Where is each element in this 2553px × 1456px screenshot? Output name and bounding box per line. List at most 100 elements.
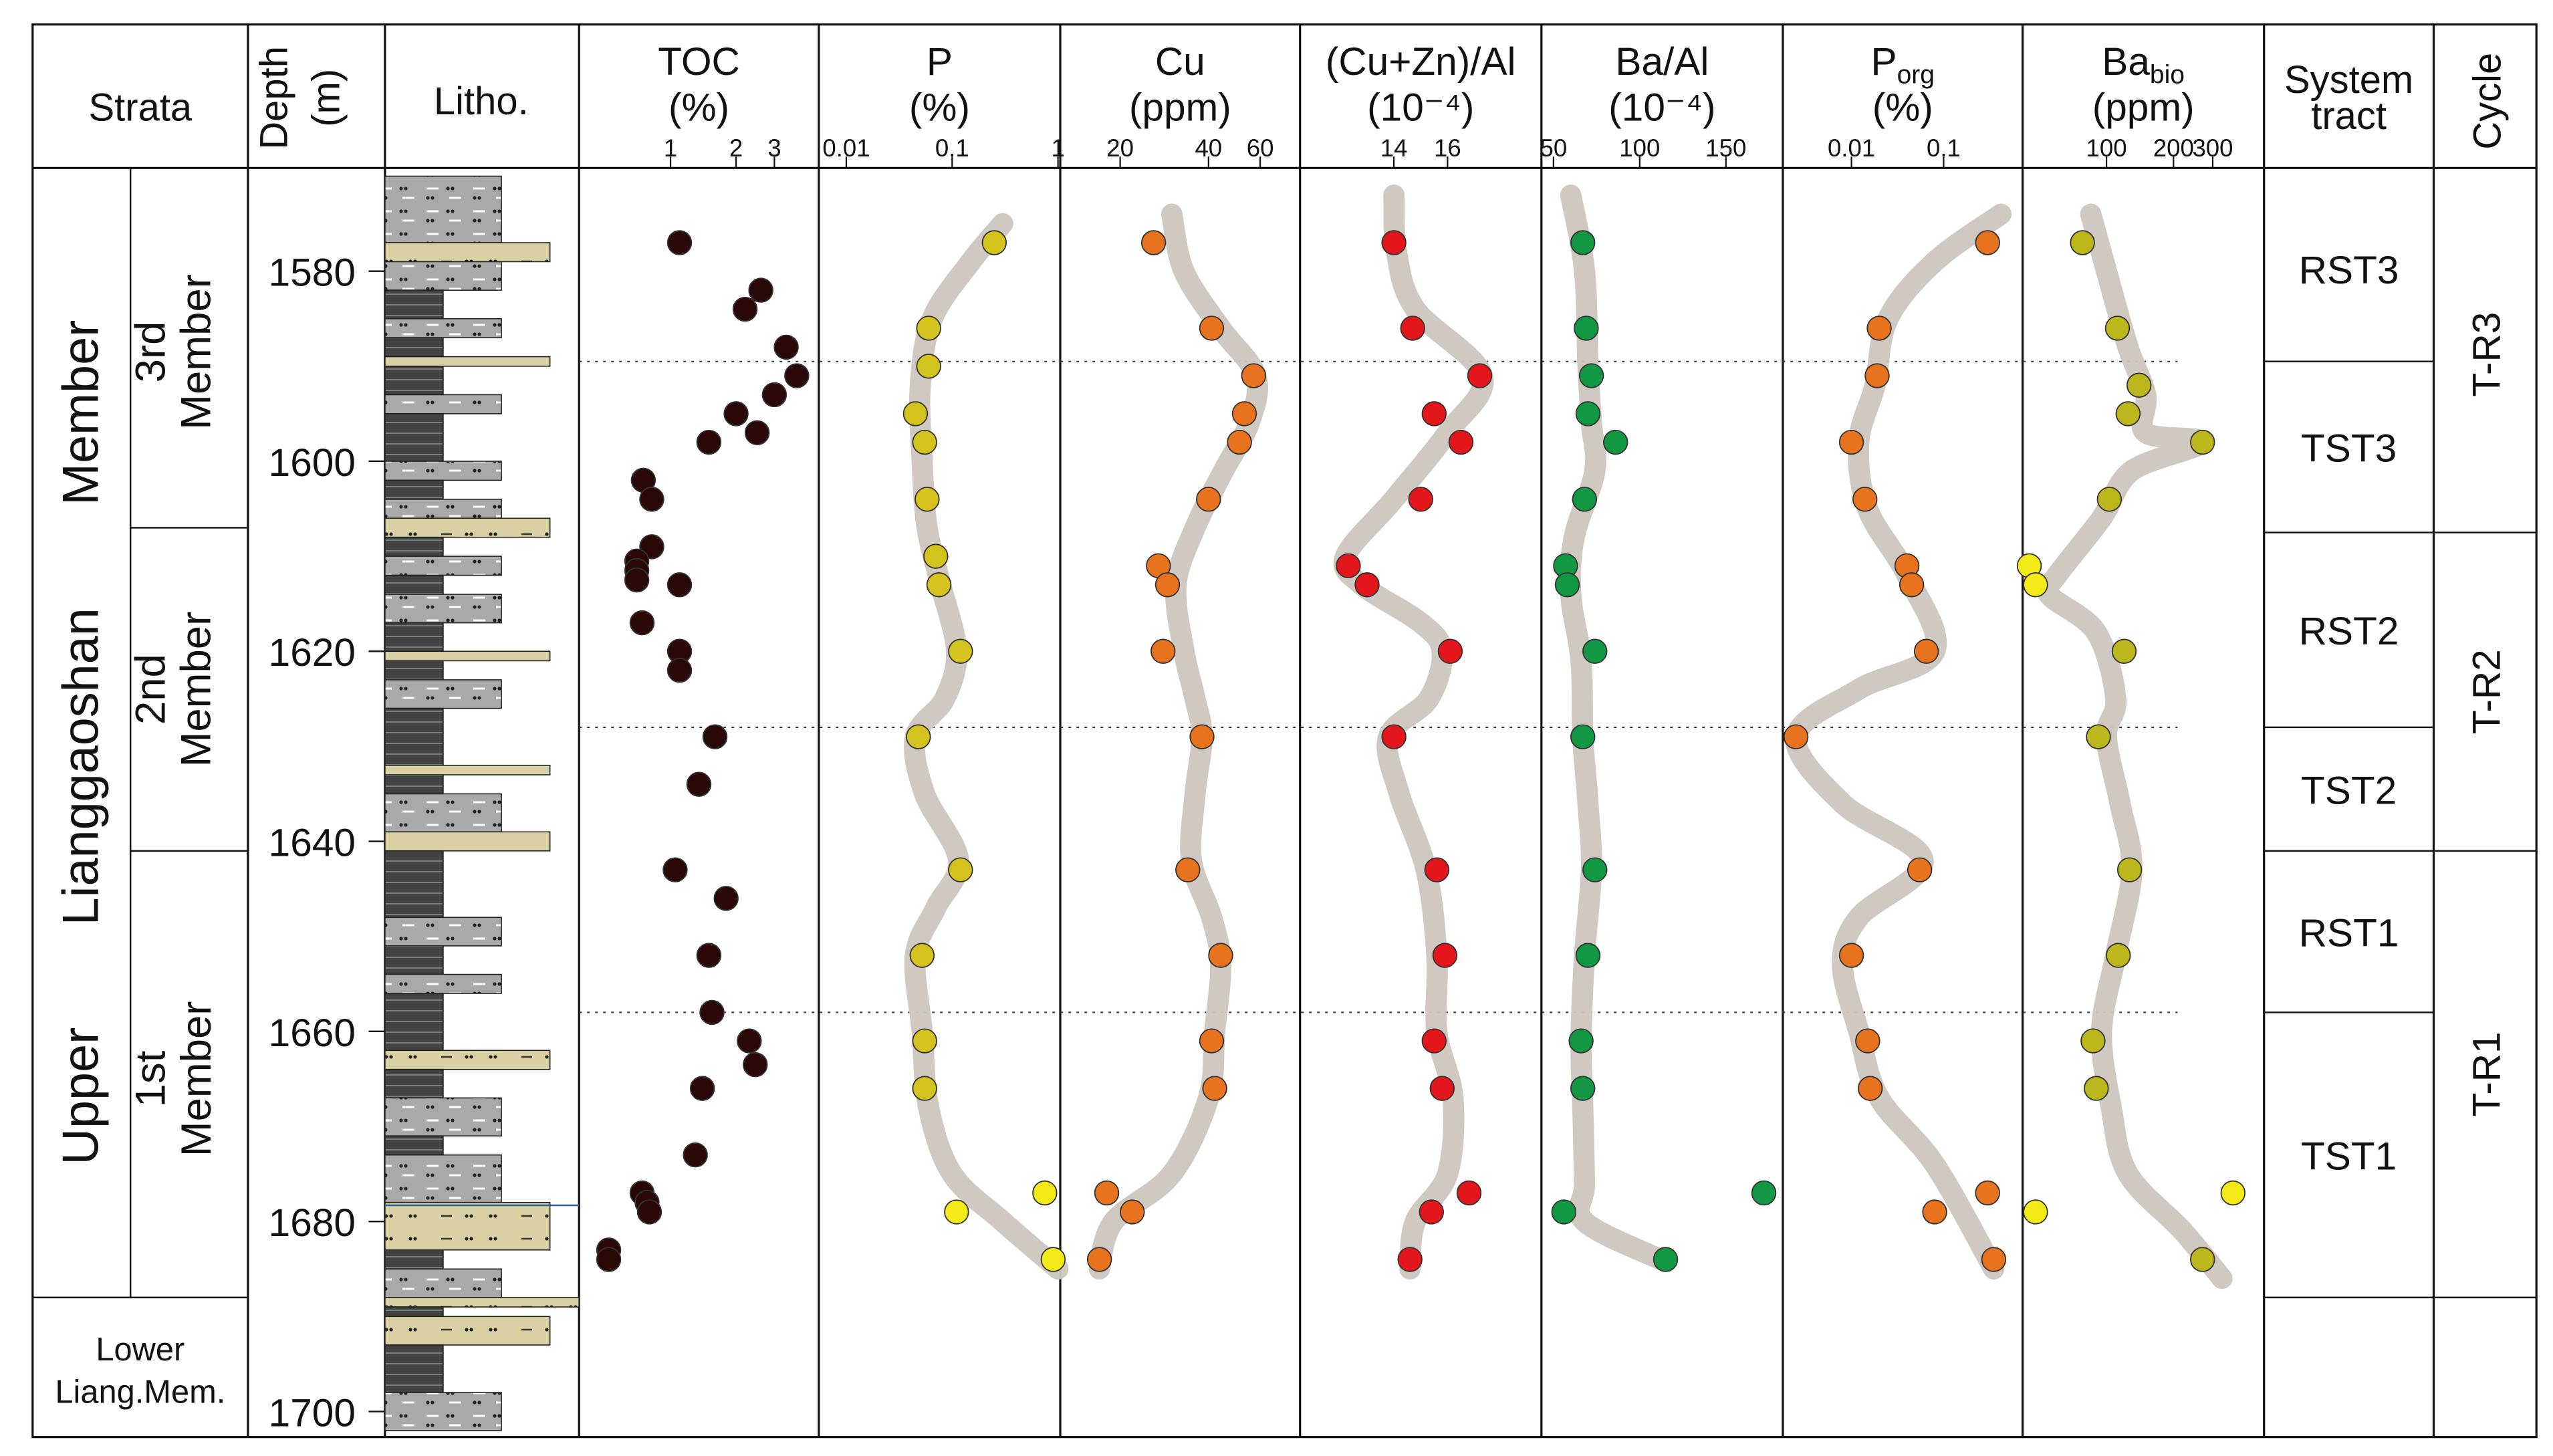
formation-label-word: Member [53, 320, 109, 505]
data-point-cuzn [1421, 1028, 1447, 1054]
lithology-bed-siltstone [384, 973, 502, 994]
panel-unit-babio: (ppm) [2092, 86, 2195, 130]
data-point-cu [1150, 638, 1176, 664]
lithology-layer [384, 175, 580, 1431]
data-point-toc [624, 567, 650, 593]
data-point-baal [1653, 1247, 1679, 1272]
panel-unit-baal: (10⁻⁴) [1608, 86, 1715, 130]
lithology-bed-siltstone [384, 394, 502, 414]
data-point-p [1040, 1247, 1066, 1272]
data-point-baal [1572, 487, 1597, 512]
lithology-bed-siltstone [384, 1268, 502, 1298]
data-point-baal [1603, 429, 1628, 455]
panel-tick-label: 0.1 [935, 134, 969, 162]
cycle-label: T-R3 [2465, 312, 2508, 397]
lithology-bed-sandstone [384, 356, 551, 367]
panel-porg [1783, 203, 2012, 1280]
lithology-bed-mudstone [384, 337, 444, 358]
panel-tick-label: 60 [1247, 134, 1274, 162]
data-point-cu [1199, 316, 1225, 341]
formation-label-word: Lianggaoshan [53, 608, 109, 925]
panel-baal [1551, 185, 1777, 1272]
panel-unit-porg: (%) [1872, 86, 1933, 130]
depth-tick-label: 1580 [269, 251, 356, 295]
panel-tick-label: 200 [2153, 134, 2194, 162]
data-point-porg [1852, 487, 1878, 512]
data-point-cu [1241, 363, 1267, 388]
data-point-cuzn [1381, 230, 1407, 255]
panel-tick-label: 300 [2192, 134, 2233, 162]
lithology-bed-mudstone [384, 774, 444, 795]
data-point-cu [1202, 1076, 1227, 1101]
data-point-baal [1575, 943, 1601, 968]
lithology-bed-siltstone [384, 679, 502, 709]
depth-tick-label: 1700 [269, 1391, 356, 1435]
data-point-toc [702, 724, 728, 749]
data-point-toc [596, 1247, 622, 1272]
data-point-baal [1570, 724, 1596, 749]
data-point-p [912, 1076, 937, 1101]
data-point-babio [2096, 487, 2122, 512]
lithology-bed-mudstone [384, 622, 444, 652]
data-point-cuzn [1419, 1199, 1445, 1225]
panel-tick-label: 16 [1434, 134, 1461, 162]
data-point-toc [723, 401, 749, 427]
depth-tick-label: 1600 [269, 441, 356, 485]
data-point-babio [2070, 230, 2095, 255]
lithology-bed-siltstone [384, 917, 502, 947]
system-tract-label: TST3 [2301, 427, 2397, 471]
lithology-bed-sandstone [384, 831, 551, 852]
data-point-toc [662, 857, 688, 882]
lithology-bed-mudstone [384, 1344, 444, 1393]
data-point-p [926, 572, 952, 598]
panel-tick-label: 100 [1619, 134, 1660, 162]
strata-layer: 3rdMember2ndMember1stMemberUpperLianggao… [32, 168, 248, 1410]
data-point-toc [761, 382, 787, 408]
system-tract-label: RST1 [2299, 912, 2399, 955]
data-point-p [916, 354, 941, 379]
lithology-bed-sandstone [384, 1201, 551, 1251]
data-point-p [906, 724, 931, 749]
data-point-toc [666, 657, 693, 683]
data-point-toc [732, 296, 758, 322]
data-point-porg [1855, 1028, 1880, 1054]
data-point-p [912, 429, 937, 455]
lithology-bed-sandstone [384, 1050, 551, 1070]
data-point-babio [2080, 1028, 2106, 1054]
lithology-bed-siltstone [384, 461, 502, 481]
lithology-bed-mudstone [384, 660, 444, 681]
lithology-bed-mudstone [384, 536, 444, 557]
data-point-p [948, 857, 973, 882]
lithology-bed-mudstone [384, 945, 444, 975]
data-point-babio [2190, 429, 2215, 455]
data-point-baal [1568, 1028, 1594, 1054]
depth-tick-label: 1660 [269, 1011, 356, 1055]
panel-title-main: Ba [2102, 40, 2150, 84]
data-point-cuzn [1397, 1247, 1423, 1272]
data-point-baal [1551, 1199, 1577, 1225]
system-tract-label: RST2 [2299, 610, 2399, 653]
panel-cu [1086, 203, 1268, 1280]
data-point-baal [1570, 1076, 1596, 1101]
data-point-babio [2126, 372, 2152, 398]
formation-label-word: Upper [53, 1027, 109, 1165]
panel-babio [2016, 203, 2246, 1290]
litho-header: Litho. [434, 80, 529, 123]
data-point-porg [1783, 724, 1809, 749]
data-point-cu [1231, 401, 1257, 427]
data-point-toc [696, 943, 722, 968]
data-point-p [915, 487, 940, 512]
lower-member-line2: Liang.Mem. [55, 1374, 225, 1410]
member-label-line2: Member [173, 1001, 220, 1157]
data-point-porg [1858, 1076, 1883, 1101]
data-point-toc [636, 1199, 662, 1225]
lithology-bed-siltstone [384, 499, 502, 519]
data-point-toc [666, 230, 693, 255]
data-point-cu [1196, 487, 1221, 512]
panel-cuzn [1333, 185, 1494, 1280]
outer-frame [31, 23, 2538, 1439]
panel-title-subscript: org [1897, 60, 1935, 89]
data-point-toc [737, 1028, 762, 1054]
data-point-cu [1094, 1180, 1120, 1206]
